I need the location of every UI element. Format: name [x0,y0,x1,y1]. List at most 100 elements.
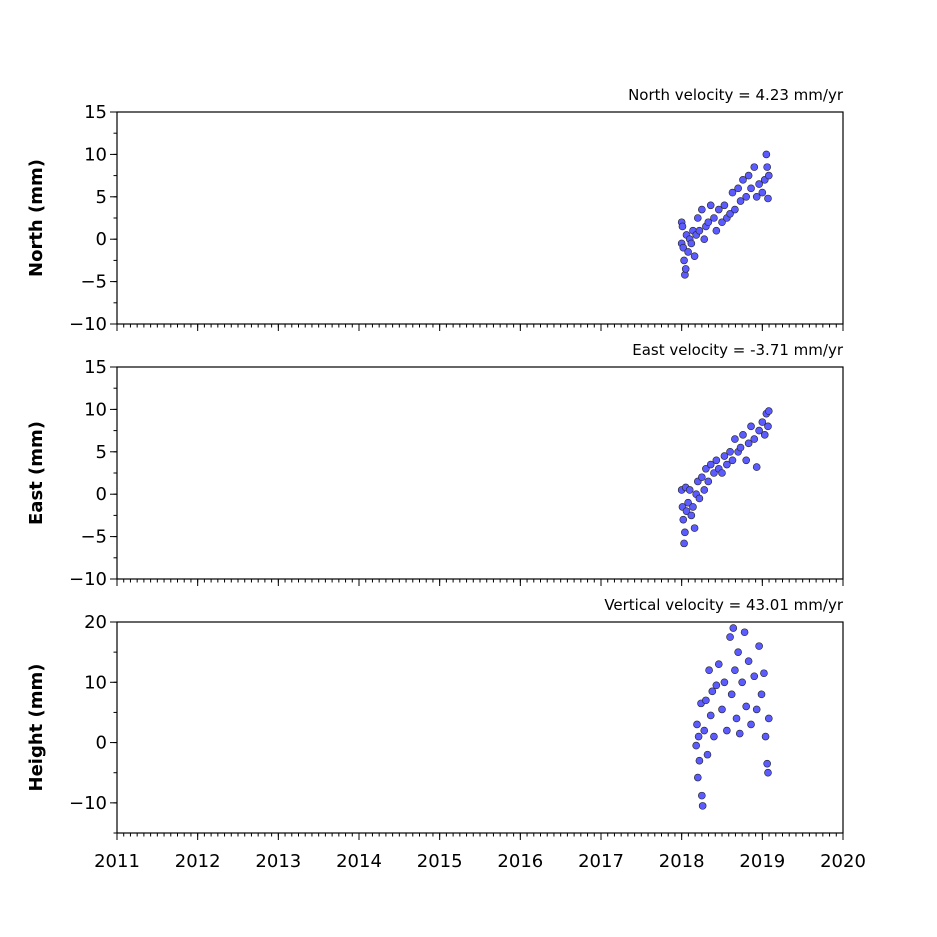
point [708,687,717,696]
point [762,150,771,159]
y-tick-label: 15 [84,102,107,123]
point [726,447,734,456]
x-tick-label: 2014 [336,851,382,872]
point [755,426,763,435]
point [718,218,726,227]
x-tick-label: 2011 [94,851,140,872]
y-tick-label: 20 [84,612,107,633]
point [698,473,706,482]
point [704,477,713,486]
point [734,184,742,193]
points [677,407,773,548]
point [706,201,715,210]
point [744,439,753,448]
point [750,163,759,171]
point [684,498,692,507]
point [679,243,688,252]
point [742,456,751,465]
y-tick-label: 10 [84,672,107,693]
point [760,431,769,439]
point [680,539,688,548]
y-tick-label: −5 [80,527,107,548]
point [702,464,710,473]
point [703,750,712,759]
point [755,642,763,650]
point [718,469,726,477]
point [744,171,753,180]
point [698,791,706,800]
x-tick-label: 2016 [497,851,543,872]
point [678,222,687,231]
point [744,657,753,665]
point [718,705,726,714]
point [747,422,755,431]
point [764,171,773,180]
point [736,197,745,205]
y-axis-label: East (mm) [26,421,47,525]
points [677,150,773,279]
point [693,773,702,782]
x-tick-label: 2017 [578,851,624,872]
point [712,456,721,465]
point [704,218,713,227]
panel-title: North velocity = 4.23 mm/yr [628,86,844,104]
point [764,407,773,415]
x-tick-label: 2012 [175,851,221,872]
point [757,690,766,699]
point [712,681,721,690]
point [764,768,772,777]
point [726,209,734,218]
point [727,690,736,699]
point [739,431,747,439]
point [731,666,739,675]
point [695,756,704,765]
y-tick-label: 0 [96,229,107,250]
point [760,669,768,678]
point [692,741,700,750]
point [752,193,761,201]
point [684,248,692,256]
point [685,486,694,494]
point [736,443,745,452]
point [700,235,709,243]
point [740,628,749,637]
point [758,188,767,197]
panel-title: East velocity = -3.71 mm/yr [632,341,844,359]
point [714,660,723,669]
point [732,714,741,723]
point [693,720,701,729]
point [750,672,759,681]
point [714,205,723,214]
y-tick-label: −10 [69,793,107,814]
point [689,503,697,511]
point [681,265,690,273]
x-tick-label: 2015 [417,851,463,872]
point [705,666,713,675]
x-tick-label: 2013 [255,851,301,872]
point [747,720,755,729]
point [764,714,773,723]
point [738,678,746,687]
y-tick-label: 5 [96,187,107,208]
point [712,226,721,235]
point [723,726,731,735]
point [764,422,772,431]
y-axis-label: North (mm) [26,159,47,277]
point [698,205,706,214]
point [739,176,747,184]
point [690,252,699,260]
point [720,201,729,210]
y-tick-label: 15 [84,357,107,378]
point [729,624,738,632]
y-tick-label: 5 [96,442,107,463]
point [734,648,742,656]
points [692,624,773,810]
point [695,494,704,503]
point [706,711,715,720]
point [694,732,703,741]
y-tick-label: −5 [80,272,107,293]
point [687,511,696,520]
point [710,732,718,741]
y-axis-label: Height (mm) [26,664,47,792]
